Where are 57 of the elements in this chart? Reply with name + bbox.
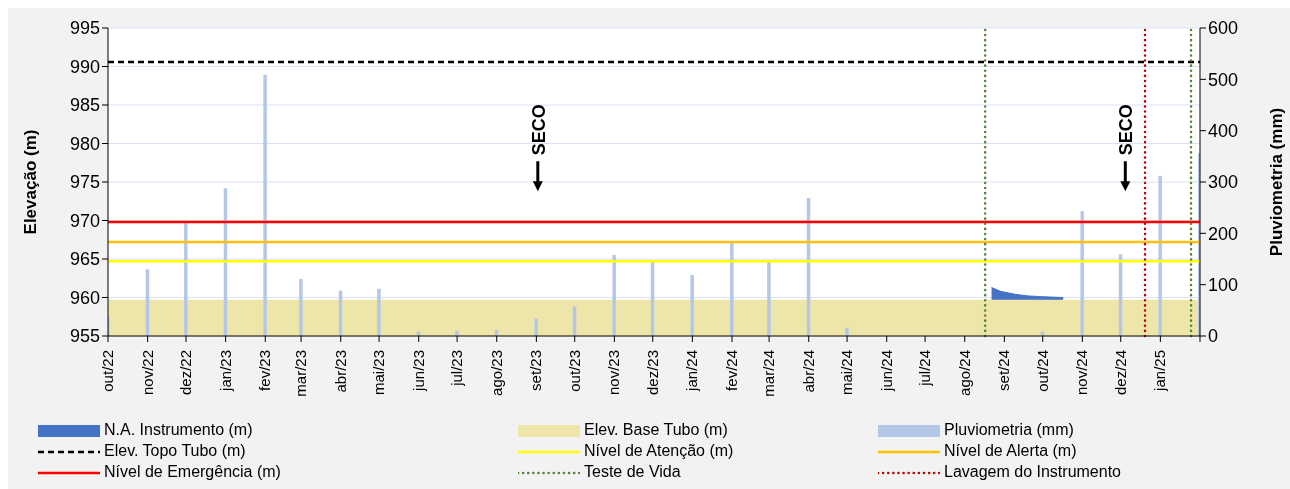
x-tick-label: jul/24 [916, 350, 934, 387]
y2-tick-label: 300 [1208, 172, 1239, 193]
x-tick-label: jun/23 [409, 350, 427, 392]
y-tick-label: 980 [69, 133, 100, 154]
x-tick-label: out/24 [1033, 350, 1051, 392]
legend-label: Nível de Emergência (m) [104, 462, 281, 481]
y2-tick-label: 0 [1208, 326, 1219, 347]
y-axis-title: Elevação (m) [21, 129, 41, 235]
y2-tick-label: 200 [1208, 223, 1239, 244]
x-tick-label: mar/23 [292, 350, 310, 397]
y-tick-label: 960 [69, 287, 100, 308]
y-tick-label: 975 [69, 172, 100, 193]
x-tick-label: jan/23 [216, 350, 234, 392]
x-tick-label: mar/24 [760, 350, 778, 397]
legend-label: Nível de Atenção (m) [584, 441, 734, 460]
x-tick-label: mai/23 [370, 350, 388, 396]
y2-tick-label: 600 [1208, 18, 1239, 39]
legend-label: Pluviometria (mm) [944, 420, 1074, 439]
legend-label: Elev. Topo Tubo (m) [104, 441, 246, 460]
y-tick-label: 990 [69, 56, 100, 77]
y2-tick-label: 500 [1208, 69, 1239, 90]
y2-axis-title: Pluviometria (mm) [1267, 107, 1287, 257]
x-tick-label: set/23 [527, 350, 545, 391]
x-tick-label: set/24 [995, 350, 1013, 391]
y-tick-label: 995 [69, 18, 100, 39]
x-tick-label: abr/24 [799, 350, 817, 393]
legend-label: Elev. Base Tubo (m) [584, 420, 728, 439]
x-tick-label: out/22 [99, 350, 116, 392]
x-tick-label: jan/24 [683, 350, 701, 392]
x-tick-label: mai/24 [838, 350, 856, 396]
x-tick-label: jul/23 [448, 350, 466, 387]
x-tick-label: nov/22 [138, 350, 156, 396]
x-tick-label: jan/25 [1151, 350, 1169, 392]
x-tick-label: ago/23 [487, 350, 505, 396]
legend-label: Nível de Alerta (m) [944, 441, 1077, 460]
legend-label: Teste de Vida [584, 462, 681, 481]
x-tick-label: nov/23 [605, 350, 623, 396]
x-tick-label: ago/24 [955, 350, 973, 396]
x-tick-label: out/23 [565, 350, 583, 392]
annotation: SECO [528, 104, 549, 156]
legend-label: Lavagem do Instrumento [944, 462, 1121, 481]
annotation: SECO [1116, 104, 1137, 156]
x-tick-label: dez/22 [177, 350, 194, 396]
x-tick-label: abr/23 [331, 350, 349, 393]
x-tick-label: nov/24 [1073, 350, 1091, 396]
legend-label: N.A. Instrumento (m) [104, 420, 253, 439]
x-tick-label: jun/24 [877, 350, 895, 392]
y-tick-label: 955 [69, 326, 100, 347]
x-tick-label: dez/23 [643, 350, 661, 396]
y-tick-label: 985 [69, 95, 100, 116]
y-tick-label: 965 [69, 249, 100, 270]
y2-tick-label: 100 [1208, 275, 1239, 296]
x-tick-label: fev/24 [723, 350, 740, 391]
y2-tick-label: 400 [1208, 121, 1239, 142]
x-tick-label: dez/24 [1111, 350, 1129, 396]
x-tick-label: fev/23 [256, 350, 274, 391]
y-tick-label: 970 [69, 210, 100, 231]
